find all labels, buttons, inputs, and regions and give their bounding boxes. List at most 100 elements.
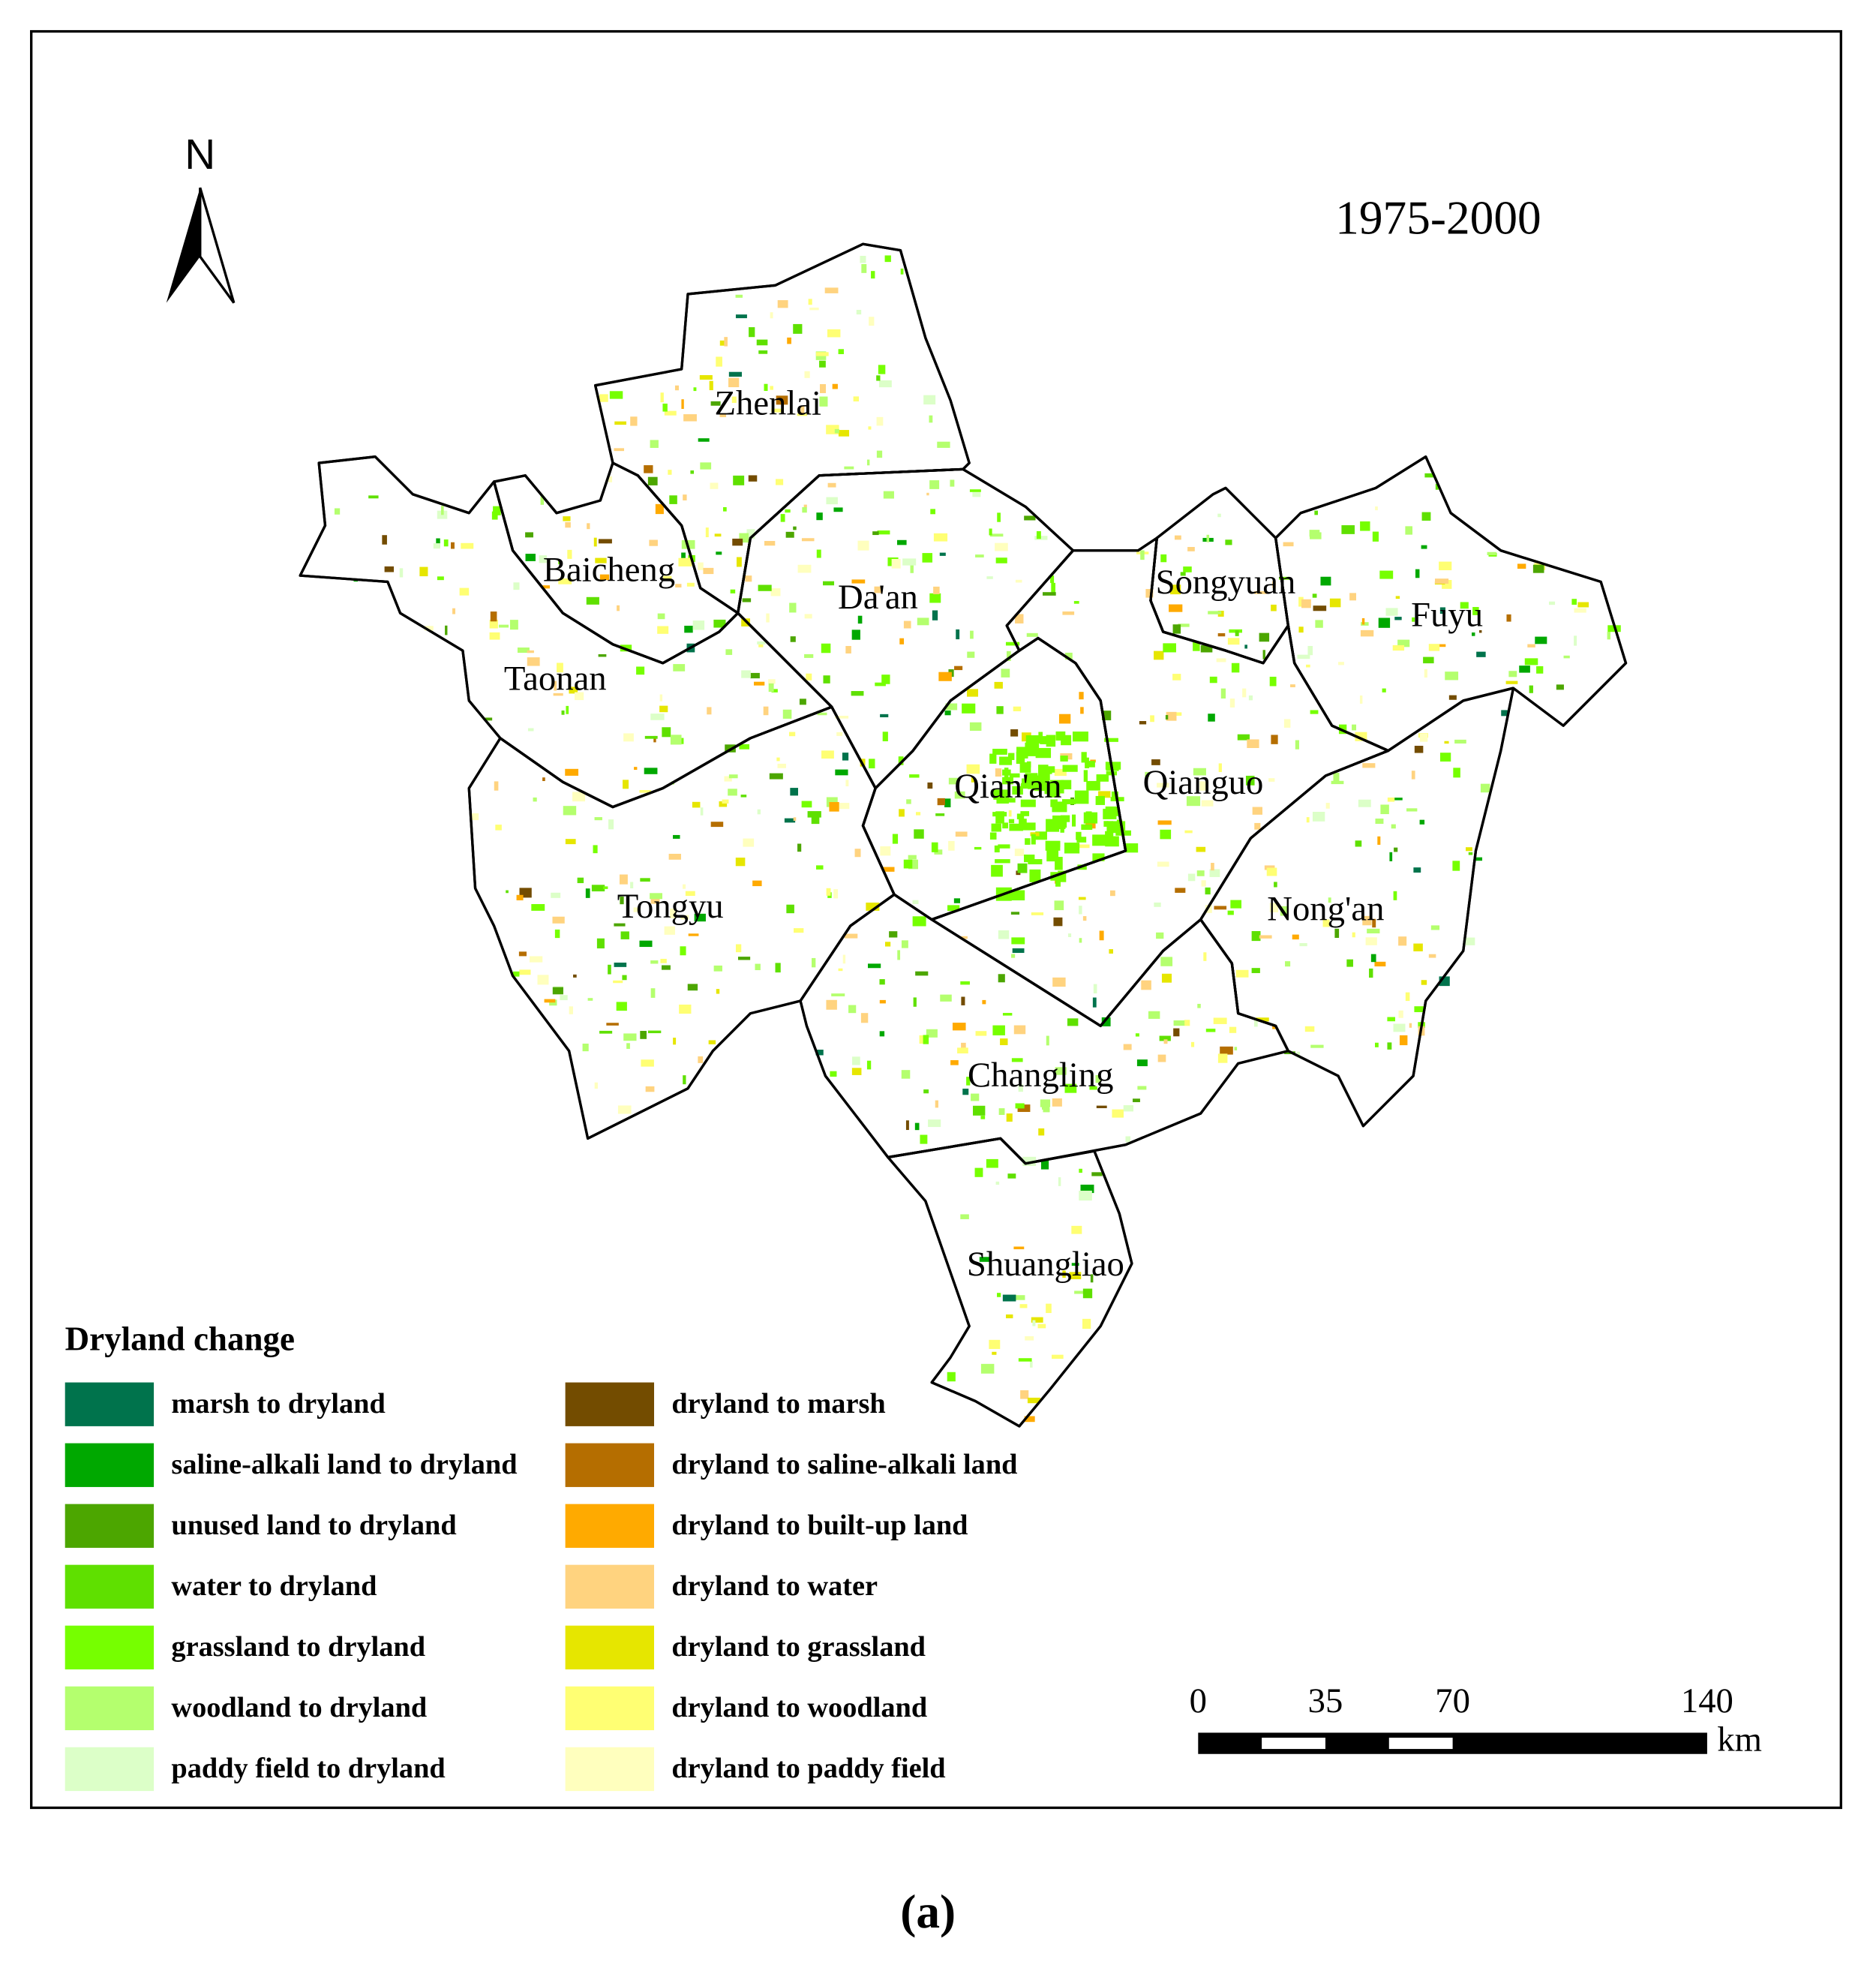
land-change-patch <box>699 375 713 380</box>
land-change-patch <box>808 299 812 305</box>
land-change-patch <box>1201 880 1206 887</box>
land-change-patch <box>1062 1270 1066 1278</box>
land-change-patch <box>991 864 1003 877</box>
land-change-patch <box>1052 1098 1062 1107</box>
land-change-patch <box>731 396 737 403</box>
land-change-patch <box>980 1116 986 1119</box>
scale-bar-label: 0 <box>1190 1681 1207 1720</box>
land-change-patch <box>1024 1416 1035 1423</box>
land-change-patch <box>851 629 860 640</box>
land-change-patch <box>1086 780 1100 791</box>
land-change-patch <box>1045 840 1061 851</box>
land-change-patch <box>962 1088 969 1095</box>
land-change-patch <box>661 965 671 970</box>
land-change-patch <box>1062 799 1076 804</box>
north-arrow: N <box>166 131 236 304</box>
land-change-patch <box>933 533 948 542</box>
land-change-patch <box>641 1059 654 1067</box>
land-change-patch <box>853 396 860 402</box>
land-change-patch <box>912 916 926 927</box>
land-change-patch <box>955 831 968 837</box>
legend-swatch <box>565 1686 655 1731</box>
land-change-patch <box>673 1038 677 1045</box>
land-change-patch <box>1413 943 1423 951</box>
county-label: Shuangliao <box>967 1245 1124 1284</box>
land-change-patch <box>961 996 965 1005</box>
land-change-patch <box>891 559 901 569</box>
land-change-patch <box>1011 1295 1025 1300</box>
legend-swatch <box>65 1625 155 1670</box>
land-change-patch <box>1027 1397 1040 1404</box>
land-change-patch <box>1186 796 1201 807</box>
land-change-patch <box>1096 1105 1107 1109</box>
land-change-patch <box>876 375 881 381</box>
land-change-patch <box>854 849 861 858</box>
land-change-patch <box>725 649 733 655</box>
land-change-patch <box>1372 531 1379 542</box>
land-change-patch <box>1096 774 1109 782</box>
land-change-patch <box>424 626 434 631</box>
land-change-patch <box>670 735 682 745</box>
land-change-patch <box>785 531 794 538</box>
land-change-patch <box>1466 847 1472 852</box>
land-change-patch <box>1150 715 1154 723</box>
land-change-patch <box>716 551 722 555</box>
land-change-patch <box>1028 859 1043 864</box>
land-change-patch <box>1251 930 1261 942</box>
land-change-patch <box>832 383 838 389</box>
land-change-patch <box>518 951 527 957</box>
land-change-patch <box>572 792 586 802</box>
land-change-patch <box>945 703 958 711</box>
land-change-patch <box>1229 1026 1237 1033</box>
land-change-patch <box>1074 790 1089 804</box>
land-change-patch <box>1172 624 1181 634</box>
land-change-patch <box>1055 1067 1067 1075</box>
land-change-patch <box>871 271 875 279</box>
land-change-patch <box>1173 1020 1185 1026</box>
land-change-patch <box>749 327 755 338</box>
figure-caption: (a) <box>900 1885 956 1938</box>
land-change-patch <box>790 636 796 642</box>
land-change-patch <box>819 383 826 393</box>
land-change-patch <box>719 414 727 418</box>
land-change-patch <box>703 567 714 575</box>
land-change-patch <box>1262 650 1265 660</box>
land-change-patch <box>967 689 979 697</box>
land-change-patch <box>1355 840 1362 847</box>
land-change-patch <box>1054 768 1067 777</box>
land-change-patch <box>1393 798 1403 801</box>
county-outlines <box>299 242 1628 1428</box>
land-change-patch <box>461 542 474 549</box>
land-change-patch <box>1052 815 1067 828</box>
land-change-patch <box>433 543 440 549</box>
land-change-patch <box>1234 1047 1238 1051</box>
land-change-patch <box>719 801 728 807</box>
land-change-patch <box>728 789 737 796</box>
legend-label: unused land to dryland <box>171 1510 456 1541</box>
land-change-patch <box>1360 629 1374 637</box>
land-change-patch <box>1419 733 1428 742</box>
land-change-patch <box>489 619 498 629</box>
land-change-patch <box>1472 632 1475 636</box>
land-change-patch <box>937 441 950 448</box>
land-change-patch <box>1266 867 1277 876</box>
land-change-patch <box>1017 863 1028 873</box>
land-change-patch <box>1253 1020 1258 1027</box>
land-change-patch <box>494 781 499 791</box>
land-change-patch <box>1139 721 1147 725</box>
land-change-patch <box>797 843 802 852</box>
land-change-patch <box>1272 581 1276 588</box>
land-change-patch <box>789 602 797 613</box>
land-change-patch <box>594 817 602 821</box>
land-change-patch <box>794 928 804 933</box>
land-change-patch <box>1109 890 1115 897</box>
land-change-patch <box>673 664 686 672</box>
land-change-patch <box>1016 747 1028 759</box>
land-change-patch <box>1362 763 1376 768</box>
land-change-patch <box>603 886 608 889</box>
land-change-patch <box>694 913 706 922</box>
land-change-patch <box>785 509 791 513</box>
land-change-patch <box>1172 674 1181 681</box>
land-change-patch <box>901 1070 911 1079</box>
